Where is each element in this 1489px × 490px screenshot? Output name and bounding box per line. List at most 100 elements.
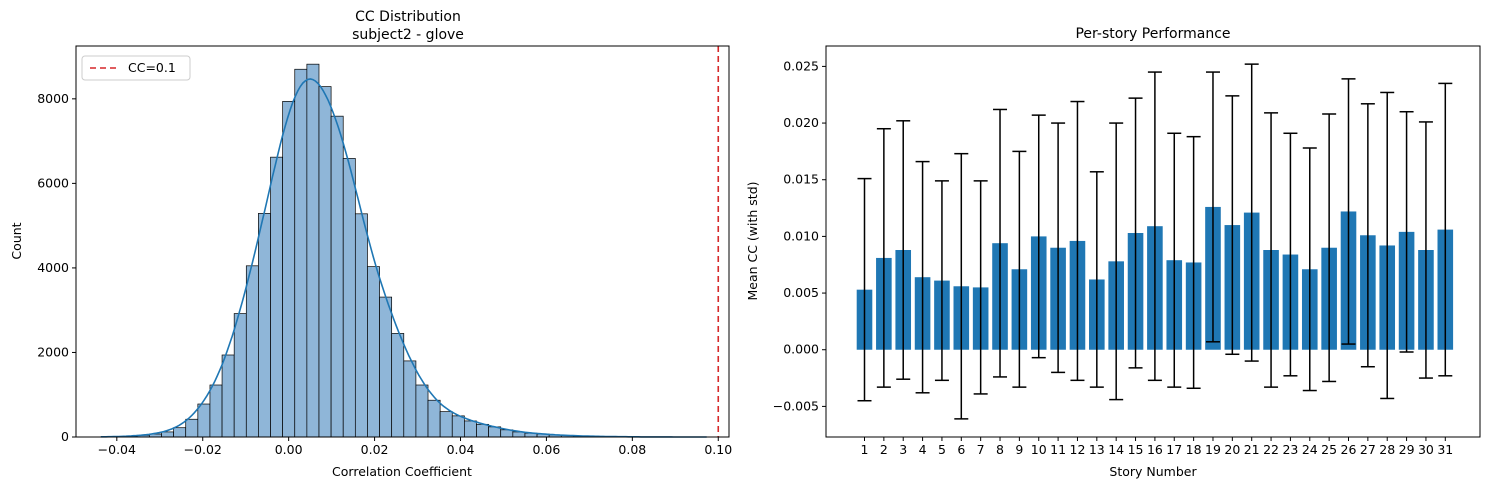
story-xtick-label: 19 <box>1205 442 1221 457</box>
story-xtick-label: 3 <box>899 442 907 457</box>
story-xtick-label: 10 <box>1031 442 1047 457</box>
hist-plot-frame <box>75 45 730 438</box>
story-xtick-label: 26 <box>1341 442 1357 457</box>
hist-bar <box>330 115 344 438</box>
story-xtick-label: 12 <box>1070 442 1086 457</box>
hist-ytick-label: 8000 <box>37 91 69 106</box>
story-plot-frame <box>825 45 1481 438</box>
hist-bar <box>427 399 441 438</box>
story-xtick-label: 21 <box>1244 442 1260 457</box>
hist-bar <box>439 411 453 438</box>
story-bars <box>856 206 1454 350</box>
story-xtick-label: 24 <box>1302 442 1318 457</box>
story-xticks: 1 2 3 4 5 6 7 8 9 10 11 12 13 14 15 16 17 18 19 20 21 22 23 24 2… <box>861 437 1453 457</box>
story-xtick-label: 17 <box>1166 442 1182 457</box>
hist-bar <box>342 158 356 438</box>
hist-xtick-label: 0.02 <box>361 442 389 457</box>
hist-bar <box>233 313 247 438</box>
hist-ytick-label: 2000 <box>37 344 69 359</box>
hist-yticks: 0 2000 4000 6000 8000 <box>37 91 76 444</box>
hist-bar <box>367 266 380 438</box>
story-xtick-label: 20 <box>1224 442 1240 457</box>
story-xtick-label: 14 <box>1108 442 1124 457</box>
hist-bar <box>161 431 174 438</box>
hist-bar <box>258 213 271 438</box>
hist-bar <box>185 418 199 438</box>
hist-bar <box>221 354 235 438</box>
story-xtick-label: 23 <box>1282 442 1298 457</box>
story-ylabel: Mean CC (with std) <box>745 181 760 300</box>
hist-bar <box>415 384 429 438</box>
hist-bars <box>100 63 708 438</box>
hist-bar <box>354 213 368 438</box>
story-ytick-label: 0.015 <box>783 172 819 187</box>
story-xtick-label: 7 <box>977 442 985 457</box>
hist-bar <box>197 403 211 438</box>
hist-ytick-label: 4000 <box>37 260 69 275</box>
hist-xtick-label: 0.00 <box>275 442 303 457</box>
story-xtick-label: 6 <box>957 442 965 457</box>
hist-xtick-label: 0.06 <box>532 442 560 457</box>
story-title: Per-story Performance <box>1075 26 1230 42</box>
story-xtick-label: 16 <box>1147 442 1163 457</box>
story-ytick-label: 0.025 <box>783 58 819 73</box>
hist-xtick-label: −0.02 <box>184 442 222 457</box>
story-xtick-label: 5 <box>938 442 946 457</box>
story-xlabel: Story Number <box>1109 464 1197 479</box>
story-xtick-label: 15 <box>1128 442 1144 457</box>
hist-ytick-label: 0 <box>61 429 69 444</box>
legend-label: CC=0.1 <box>128 60 176 75</box>
story-ytick-label: 0.000 <box>783 342 819 357</box>
story-xtick-label: 18 <box>1186 442 1202 457</box>
hist-xtick-label: −0.04 <box>98 442 136 457</box>
per-story-chart: Per-story Performance 1 2 3 4 5 6 7 8 9 10 11 12 13 1… <box>745 26 1481 479</box>
histogram-chart: CC Distribution subject2 - glove −0.04 −0… <box>9 9 732 479</box>
story-xtick-label: 22 <box>1263 442 1279 457</box>
story-ytick-label: 0.010 <box>783 228 819 243</box>
hist-bar <box>451 415 465 438</box>
story-xtick-label: 8 <box>996 442 1004 457</box>
story-xtick-label: 9 <box>1015 442 1023 457</box>
story-xtick-label: 28 <box>1379 442 1395 457</box>
hist-bar <box>379 296 393 438</box>
story-yticks: −0.005 0.000 0.005 0.010 0.015 0.020 0.025 <box>773 58 826 413</box>
hist-bar <box>282 101 296 438</box>
hist-xtick-label: 0.10 <box>704 442 732 457</box>
hist-bar <box>173 427 187 438</box>
hist-xticks: −0.04 −0.02 0.00 0.02 0.04 0.06 0.08 0.10 <box>98 437 732 457</box>
hist-bar <box>294 68 308 438</box>
story-xtick-label: 13 <box>1089 442 1105 457</box>
story-ytick-label: 0.020 <box>783 115 819 130</box>
hist-ytick-label: 6000 <box>37 175 69 190</box>
story-error-bars <box>857 63 1453 420</box>
hist-xtick-label: 0.04 <box>447 442 475 457</box>
story-ytick-label: 0.005 <box>783 285 819 300</box>
story-xtick-label: 31 <box>1437 442 1453 457</box>
hist-bar <box>403 360 417 438</box>
story-ytick-label: −0.005 <box>773 398 819 413</box>
story-xtick-label: 2 <box>880 442 888 457</box>
legend-frame <box>81 55 191 81</box>
story-xtick-label: 25 <box>1321 442 1337 457</box>
story-xtick-label: 4 <box>919 442 927 457</box>
hist-bar <box>270 156 283 438</box>
hist-bar <box>209 384 223 438</box>
hist-subtitle: subject2 - glove <box>352 27 464 43</box>
hist-title: CC Distribution <box>355 9 461 25</box>
story-xtick-label: 29 <box>1399 442 1415 457</box>
hist-legend: CC=0.1 <box>81 55 191 81</box>
story-xtick-label: 11 <box>1050 442 1066 457</box>
hist-xlabel: Correlation Coefficient <box>332 464 472 479</box>
hist-bar <box>391 333 405 438</box>
story-xtick-label: 1 <box>861 442 869 457</box>
hist-bar <box>476 423 489 438</box>
hist-bar <box>245 265 259 438</box>
hist-xtick-label: 0.08 <box>618 442 646 457</box>
hist-ylabel: Count <box>9 222 24 259</box>
story-xtick-label: 30 <box>1418 442 1434 457</box>
hist-bar <box>318 86 332 438</box>
hist-bar <box>306 63 320 438</box>
story-xtick-label: 27 <box>1360 442 1376 457</box>
hist-bar <box>464 420 477 438</box>
